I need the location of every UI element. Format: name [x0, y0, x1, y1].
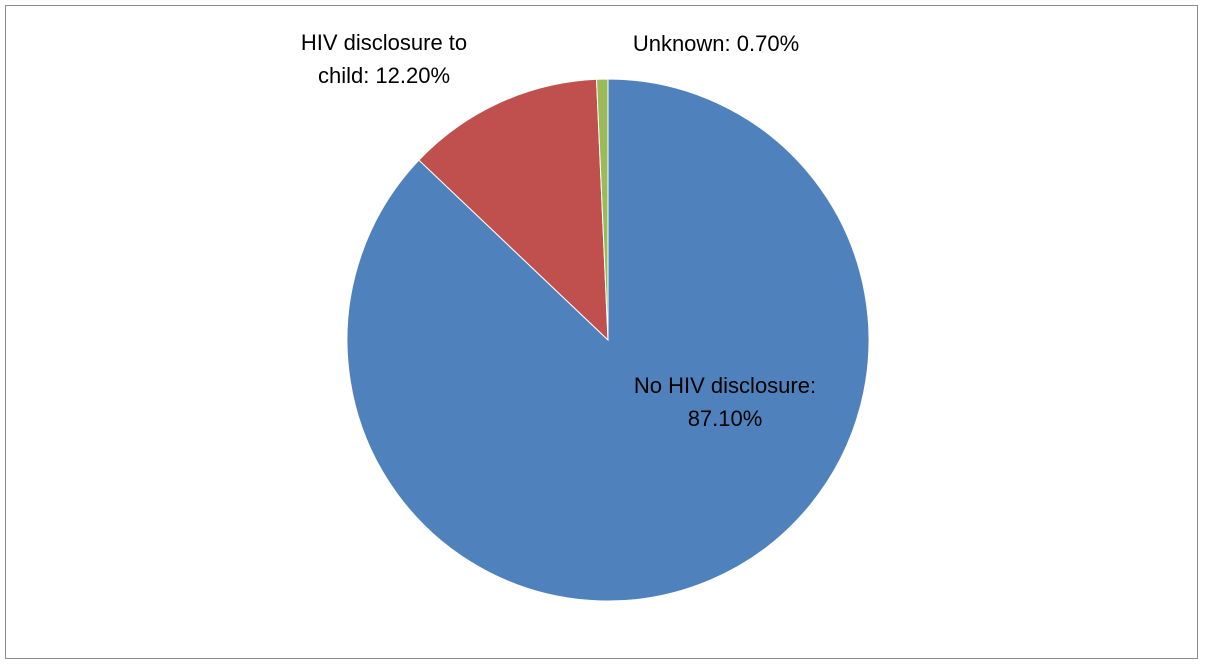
pie-labels: No HIV disclosure: 87.10% HIV disclosure t…	[301, 30, 816, 431]
data-label-unknown: Unknown: 0.70%	[633, 31, 799, 56]
pie-slice-no-hiv-disclosure	[346, 78, 870, 602]
data-label-hiv-disclosure-to-child: HIV disclosure to child: 12.20%	[301, 30, 467, 88]
pie-slice-hiv-disclosure-to-child	[418, 78, 609, 342]
data-label-no-hiv-disclosure: No HIV disclosure: 87.10%	[634, 373, 816, 431]
pie-slice-unknown	[596, 78, 609, 341]
pie-slices	[346, 78, 870, 602]
